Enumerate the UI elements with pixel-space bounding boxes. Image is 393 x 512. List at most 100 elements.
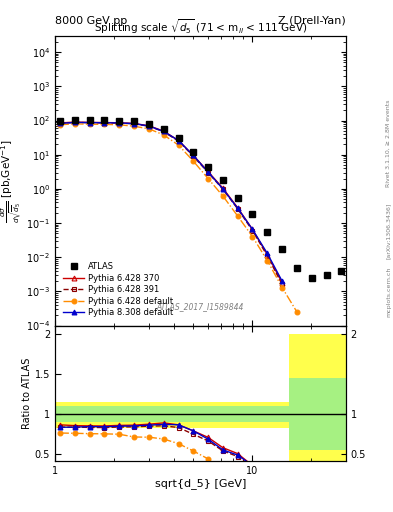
ATLAS	[58, 118, 62, 124]
Pythia 6.428 391	[161, 129, 166, 135]
Pythia 6.428 default	[132, 123, 136, 130]
ATLAS	[280, 245, 285, 251]
Text: mcplots.cern.ch: mcplots.cern.ch	[386, 267, 391, 317]
Y-axis label: Ratio to ATLAS: Ratio to ATLAS	[22, 357, 32, 429]
Pythia 8.308 default	[58, 120, 62, 126]
ATLAS	[339, 268, 343, 274]
Pythia 6.428 370	[265, 251, 270, 258]
Line: Pythia 8.308 default: Pythia 8.308 default	[57, 120, 285, 284]
ATLAS	[117, 117, 121, 123]
Pythia 6.428 default	[102, 121, 107, 127]
Pythia 6.428 370	[72, 119, 77, 125]
Pythia 8.308 default	[117, 120, 121, 126]
Pythia 6.428 default	[176, 142, 181, 148]
Pythia 6.428 370	[161, 128, 166, 134]
Pythia 6.428 default	[235, 213, 240, 219]
Text: Rivet 3.1.10, ≥ 2.8M events: Rivet 3.1.10, ≥ 2.8M events	[386, 100, 391, 187]
Pythia 6.428 391	[235, 206, 240, 212]
Pythia 6.428 default	[161, 132, 166, 138]
Pythia 6.428 default	[220, 193, 225, 199]
Line: Pythia 6.428 370: Pythia 6.428 370	[57, 120, 285, 285]
Pythia 6.428 default	[147, 126, 151, 132]
Pythia 6.428 default	[117, 122, 121, 128]
ATLAS	[102, 117, 107, 123]
Pythia 6.428 391	[58, 120, 62, 126]
Pythia 8.308 default	[191, 153, 196, 159]
ATLAS	[72, 117, 77, 123]
Pythia 6.428 370	[250, 226, 255, 232]
Text: ATLAS_2017_I1589844: ATLAS_2017_I1589844	[157, 302, 244, 311]
ATLAS	[309, 275, 314, 281]
Pythia 6.428 default	[72, 121, 77, 127]
Text: Z (Drell-Yan): Z (Drell-Yan)	[278, 15, 346, 26]
Pythia 6.428 391	[250, 227, 255, 233]
Pythia 8.308 default	[87, 119, 92, 125]
Pythia 6.428 391	[147, 123, 151, 130]
Pythia 6.428 370	[147, 123, 151, 129]
ATLAS	[147, 121, 151, 127]
Pythia 8.308 default	[206, 169, 210, 175]
Pythia 6.428 391	[132, 121, 136, 127]
Pythia 6.428 391	[220, 186, 225, 192]
Pythia 6.428 370	[176, 137, 181, 143]
Pythia 6.428 370	[117, 120, 121, 126]
Pythia 6.428 default	[206, 176, 210, 182]
Pythia 6.428 391	[102, 120, 107, 126]
ATLAS	[176, 135, 181, 141]
Line: Pythia 6.428 default: Pythia 6.428 default	[57, 121, 299, 314]
Pythia 6.428 391	[72, 119, 77, 125]
X-axis label: sqrt{d_5} [GeV]: sqrt{d_5} [GeV]	[155, 478, 246, 489]
Pythia 6.428 default	[295, 309, 299, 315]
Pythia 6.428 370	[132, 120, 136, 126]
Pythia 8.308 default	[176, 137, 181, 143]
Legend: ATLAS, Pythia 6.428 370, Pythia 6.428 391, Pythia 6.428 default, Pythia 8.308 de: ATLAS, Pythia 6.428 370, Pythia 6.428 39…	[59, 258, 178, 322]
ATLAS	[265, 229, 270, 235]
Pythia 6.428 default	[87, 121, 92, 127]
Pythia 6.428 370	[220, 185, 225, 191]
ATLAS	[206, 163, 210, 169]
ATLAS	[295, 264, 299, 270]
ATLAS	[132, 118, 136, 124]
Pythia 6.428 391	[206, 169, 210, 176]
Pythia 6.428 default	[191, 158, 196, 164]
Pythia 6.428 370	[191, 153, 196, 159]
Y-axis label: $\frac{d\sigma}{d\sqrt{\overline{d}_5}}$ [pb,GeV$^{-1}$]: $\frac{d\sigma}{d\sqrt{\overline{d}_5}}$…	[0, 139, 23, 223]
Pythia 8.308 default	[161, 129, 166, 135]
Pythia 6.428 default	[58, 122, 62, 128]
Pythia 6.428 391	[191, 153, 196, 159]
Pythia 8.308 default	[132, 120, 136, 126]
Pythia 8.308 default	[102, 120, 107, 126]
ATLAS	[87, 117, 92, 123]
Pythia 6.428 391	[117, 120, 121, 126]
Pythia 6.428 370	[235, 205, 240, 211]
Text: 8000 GeV pp: 8000 GeV pp	[55, 15, 127, 26]
Title: Splitting scale $\sqrt{d_5}$ (71 < m$_{ll}$ < 111 GeV): Splitting scale $\sqrt{d_5}$ (71 < m$_{l…	[94, 17, 307, 36]
Pythia 6.428 370	[87, 119, 92, 125]
Pythia 8.308 default	[235, 205, 240, 211]
Pythia 8.308 default	[147, 123, 151, 129]
ATLAS	[250, 211, 255, 218]
ATLAS	[220, 177, 225, 183]
Pythia 6.428 391	[87, 120, 92, 126]
Pythia 6.428 370	[206, 168, 210, 175]
Pythia 8.308 default	[265, 250, 270, 257]
ATLAS	[235, 195, 240, 201]
Pythia 8.308 default	[72, 119, 77, 125]
Pythia 8.308 default	[250, 226, 255, 232]
Pythia 8.308 default	[280, 278, 285, 284]
Pythia 6.428 391	[176, 138, 181, 144]
Text: [arXiv:1306.3436]: [arXiv:1306.3436]	[386, 202, 391, 259]
Pythia 6.428 370	[102, 119, 107, 125]
Pythia 6.428 370	[280, 280, 285, 286]
Pythia 6.428 391	[265, 253, 270, 259]
Line: Pythia 6.428 391: Pythia 6.428 391	[57, 120, 285, 287]
Pythia 6.428 default	[250, 233, 255, 240]
Pythia 6.428 default	[265, 258, 270, 264]
ATLAS	[191, 149, 196, 155]
Pythia 6.428 370	[58, 120, 62, 126]
ATLAS	[161, 126, 166, 133]
Pythia 6.428 391	[280, 282, 285, 288]
Line: ATLAS: ATLAS	[57, 117, 344, 281]
Pythia 6.428 default	[280, 285, 285, 291]
ATLAS	[324, 272, 329, 278]
